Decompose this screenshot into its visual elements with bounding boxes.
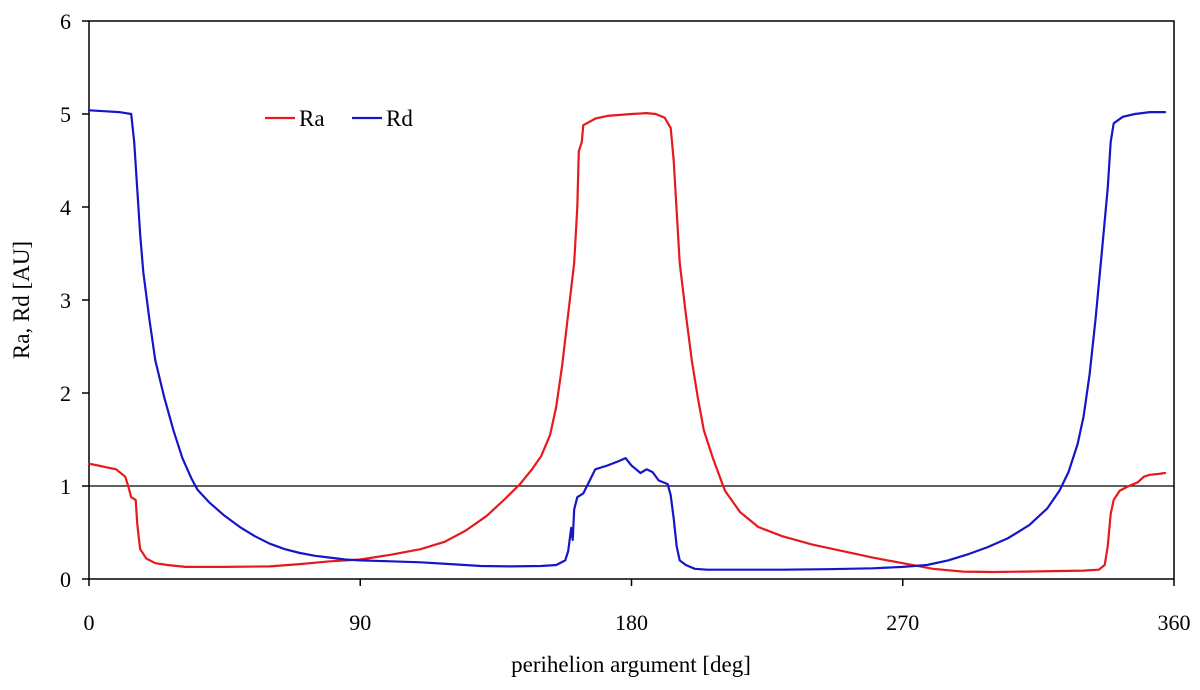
x-tick-label: 90: [349, 610, 371, 635]
y-tick-label: 6: [60, 9, 71, 34]
y-axis-label: Ra, Rd [AU]: [9, 241, 34, 359]
plot-frame: [88, 20, 1175, 580]
x-tick-label: 270: [886, 610, 919, 635]
x-ticks: 0 90 180 270 360: [84, 579, 1191, 635]
x-axis-label: perihelion argument [deg]: [511, 652, 751, 677]
x-tick-label: 180: [615, 610, 648, 635]
x-tick-label: 0: [84, 610, 95, 635]
series-line-ra: [87, 112, 1167, 574]
y-tick-label: 5: [60, 102, 71, 127]
y-tick-label: 2: [60, 381, 71, 406]
x-tick-label: 360: [1158, 610, 1191, 635]
y-tick-label: 3: [60, 288, 71, 313]
legend-label-ra: Ra: [299, 106, 325, 131]
series-layer: [87, 109, 1167, 574]
y-tick-label: 4: [60, 195, 71, 220]
y-tick-label: 0: [60, 567, 71, 592]
y-ticks: 0 1 2 3 4 5 6: [60, 9, 89, 592]
legend-label-rd: Rd: [386, 106, 413, 131]
y-tick-label: 1: [60, 474, 71, 499]
series-line-rd: [87, 109, 1167, 571]
legend: Ra Rd: [265, 106, 413, 131]
